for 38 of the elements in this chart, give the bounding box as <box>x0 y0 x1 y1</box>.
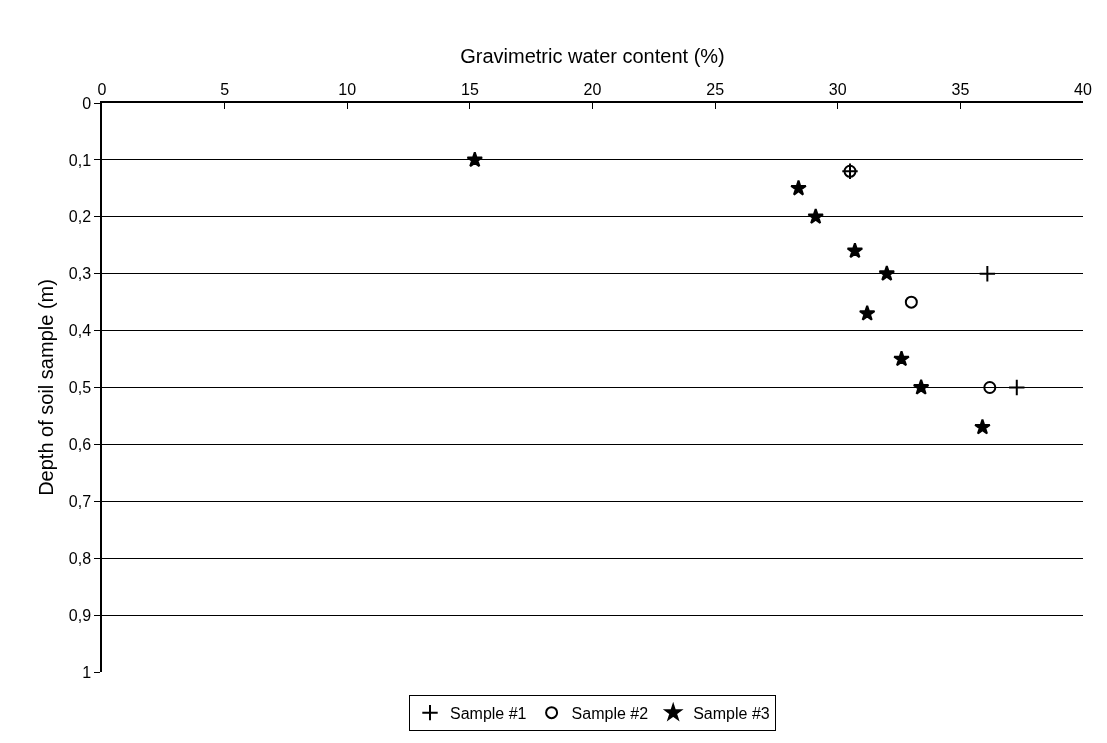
legend-label: Sample #3 <box>693 704 770 722</box>
y-tick-label: 0,5 <box>68 379 92 397</box>
point <box>893 350 910 367</box>
point <box>807 208 824 225</box>
y-tick-label: 0,9 <box>68 606 92 624</box>
point <box>846 242 864 259</box>
point <box>858 304 876 321</box>
y-tick-label: 0,4 <box>68 322 92 340</box>
x-tick-label: 20 <box>583 80 602 98</box>
point <box>983 381 997 394</box>
y-tick-label: 0,8 <box>68 549 92 567</box>
point <box>978 265 997 283</box>
legend-label: Sample #1 <box>450 704 527 722</box>
point <box>466 151 484 168</box>
x-tick-label: 15 <box>460 80 479 98</box>
y-tick-label: 0 <box>82 94 92 112</box>
x-tick-label: 0 <box>97 80 107 98</box>
x-tick-label: 35 <box>951 80 970 98</box>
point <box>878 265 896 281</box>
x-tick-label: 40 <box>1074 80 1092 98</box>
point <box>974 418 991 435</box>
point <box>904 295 918 309</box>
point <box>912 378 930 395</box>
y-tick-label: 0,2 <box>68 208 92 226</box>
x-tick-label: 25 <box>706 80 725 98</box>
y-tick-label: 0,6 <box>68 436 92 453</box>
y-tick-label: 0,1 <box>68 151 92 169</box>
x-tick-label: 5 <box>220 80 230 98</box>
legend-label: Sample #2 <box>571 704 649 722</box>
y-tick-label: 0,3 <box>68 265 92 283</box>
point <box>790 179 807 196</box>
x-tick-label: 10 <box>338 80 357 98</box>
y-tick-label: 1 <box>82 663 92 681</box>
y-axis-title: Depth of soil sample (m) <box>34 279 57 496</box>
point <box>1008 378 1026 397</box>
x-axis-title: Gravimetric water content (%) <box>460 44 725 67</box>
y-tick-label: 0,7 <box>68 492 92 510</box>
x-tick-label: 30 <box>828 80 847 98</box>
